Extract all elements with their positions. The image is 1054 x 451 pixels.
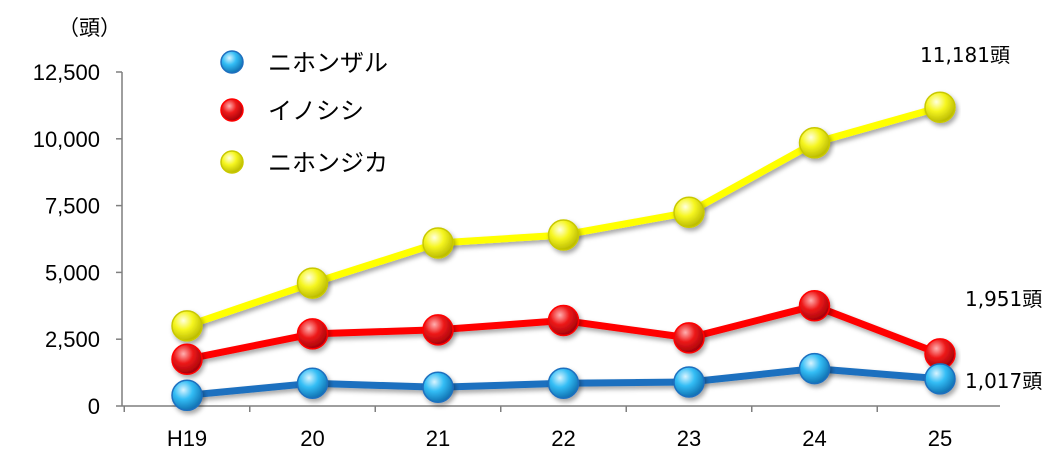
- x-tick-label: H19: [167, 426, 207, 451]
- data-point: [798, 290, 831, 322]
- data-point: [673, 366, 705, 398]
- end-labels: 1,017頭 1,951頭 11,181頭: [920, 43, 1042, 393]
- data-point: [171, 310, 203, 342]
- x-tick-label: 24: [802, 426, 826, 451]
- data-point: [673, 322, 705, 354]
- x-axis-ticks: H19 20 21 22 23 24 25: [123, 406, 952, 451]
- end-value-label: 11,181頭: [920, 43, 1010, 67]
- y-tick-label: 10,000: [33, 127, 100, 152]
- end-value-label: 1,951頭: [965, 287, 1042, 311]
- series-points: [171, 91, 956, 412]
- end-value-label: 1,017頭: [965, 369, 1042, 393]
- y-tick-label: 7,500: [45, 194, 100, 219]
- data-point: [422, 227, 454, 259]
- legend-label: イノシシ: [268, 97, 364, 125]
- x-tick-label: 21: [426, 426, 450, 451]
- legend-label: ニホンジカ: [268, 149, 388, 177]
- data-point: [673, 196, 705, 229]
- x-tick-label: 23: [677, 426, 701, 451]
- data-point: [422, 314, 454, 346]
- data-point: [547, 219, 580, 251]
- data-point: [296, 318, 329, 350]
- data-point: [798, 352, 831, 385]
- legend-marker: [220, 98, 244, 122]
- data-point: [547, 304, 580, 337]
- legend-label: ニホンザル: [268, 49, 388, 77]
- legend-marker: [220, 50, 244, 74]
- data-point: [798, 127, 831, 159]
- axes: [121, 72, 1000, 407]
- x-tick-label: 22: [551, 426, 575, 451]
- data-point: [924, 91, 956, 123]
- data-point: [296, 267, 329, 299]
- x-tick-label: 25: [928, 426, 952, 451]
- data-point: [924, 363, 956, 395]
- data-point: [296, 367, 329, 400]
- data-point: [547, 367, 580, 400]
- data-point: [171, 379, 203, 412]
- y-axis-unit-label: （頭）: [58, 16, 121, 40]
- y-tick-label: 5,000: [45, 260, 100, 285]
- y-tick-label: 2,500: [45, 327, 100, 352]
- x-tick-label: 20: [300, 426, 324, 451]
- data-point: [422, 371, 454, 404]
- data-point: [171, 343, 203, 375]
- y-tick-label: 12,500: [33, 60, 100, 85]
- y-axis-ticks: 0 2,500 5,000 7,500 10,000 12,500: [33, 60, 122, 419]
- legend-marker: [220, 150, 244, 174]
- y-tick-label: 0: [88, 394, 100, 419]
